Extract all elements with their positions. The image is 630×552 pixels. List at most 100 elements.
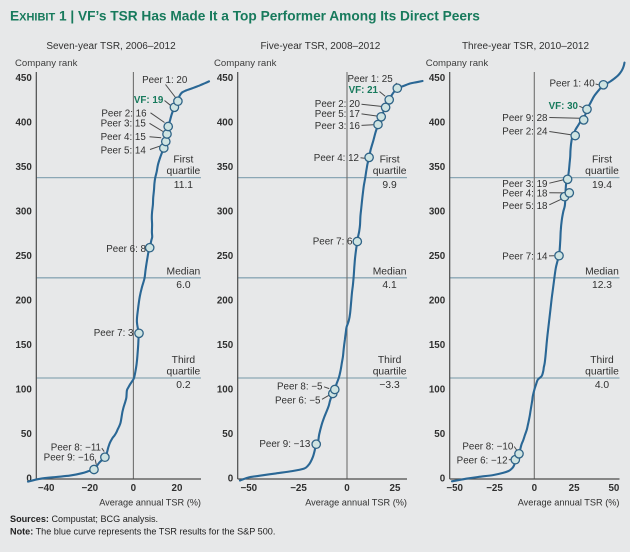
svg-text:50: 50 <box>608 483 619 494</box>
svg-text:VF: 21: VF: 21 <box>349 85 379 96</box>
svg-text:200: 200 <box>217 296 234 307</box>
svg-text:Company rank: Company rank <box>426 58 489 69</box>
svg-text:Peer 2: 24: Peer 2: 24 <box>502 126 548 137</box>
svg-text:Peer 3: 15: Peer 3: 15 <box>101 119 147 130</box>
svg-text:Peer 1: 20: Peer 1: 20 <box>142 75 188 86</box>
svg-text:0: 0 <box>440 474 446 485</box>
svg-text:Note: The blue curve represent: Note: The blue curve represents the TSR … <box>10 527 275 537</box>
svg-text:Peer 7: 6: Peer 7: 6 <box>313 236 353 247</box>
svg-text:Median: Median <box>167 266 201 277</box>
svg-text:First: First <box>173 155 193 166</box>
svg-text:Company rank: Company rank <box>214 58 277 69</box>
svg-text:First: First <box>592 155 612 166</box>
svg-text:Three-year TSR, 2010–2012: Three-year TSR, 2010–2012 <box>462 41 590 52</box>
svg-text:Peer 1: 40: Peer 1: 40 <box>549 78 595 89</box>
svg-text:100: 100 <box>429 385 446 396</box>
svg-text:VF: 19: VF: 19 <box>134 95 164 106</box>
svg-text:Peer 8: −10: Peer 8: −10 <box>462 442 513 453</box>
svg-text:0.2: 0.2 <box>176 380 191 391</box>
svg-text:9.9: 9.9 <box>382 180 397 191</box>
svg-text:Average annual TSR (%): Average annual TSR (%) <box>518 498 620 508</box>
svg-text:200: 200 <box>429 296 446 307</box>
svg-text:Peer 9: −16: Peer 9: −16 <box>44 452 95 463</box>
svg-text:Peer 9: 28: Peer 9: 28 <box>502 113 548 124</box>
svg-text:Peer 3: 16: Peer 3: 16 <box>315 121 361 132</box>
svg-text:4.1: 4.1 <box>382 280 397 291</box>
svg-text:25: 25 <box>569 483 580 494</box>
svg-text:quartile: quartile <box>167 166 201 177</box>
svg-text:19.4: 19.4 <box>592 180 612 191</box>
svg-text:Five-year TSR, 2008–2012: Five-year TSR, 2008–2012 <box>260 41 380 52</box>
svg-text:450: 450 <box>15 73 32 84</box>
svg-text:300: 300 <box>217 207 234 218</box>
svg-text:−20: −20 <box>81 483 98 494</box>
svg-text:quartile: quartile <box>167 367 201 378</box>
svg-text:Peer 6: −12: Peer 6: −12 <box>457 456 508 467</box>
svg-text:Average annual TSR (%): Average annual TSR (%) <box>305 498 407 508</box>
svg-text:350: 350 <box>217 162 234 173</box>
svg-text:Peer 2: 20: Peer 2: 20 <box>315 99 361 110</box>
svg-text:4.0: 4.0 <box>595 380 610 391</box>
svg-text:150: 150 <box>429 340 446 351</box>
svg-text:Peer 8: −5: Peer 8: −5 <box>277 382 323 393</box>
svg-text:Third: Third <box>378 355 402 366</box>
svg-text:Peer 6: −5: Peer 6: −5 <box>275 396 321 407</box>
svg-text:11.1: 11.1 <box>174 180 194 191</box>
svg-text:−50: −50 <box>446 483 463 494</box>
svg-text:Sources: Compustat; BCG analys: Sources: Compustat; BCG analysis. <box>10 514 158 524</box>
svg-text:450: 450 <box>429 73 446 84</box>
svg-text:EXHIBIT 1 | VF’s TSR Has Made: EXHIBIT 1 | VF’s TSR Has Made It a Top P… <box>10 9 480 24</box>
svg-text:400: 400 <box>15 117 32 128</box>
svg-text:0: 0 <box>532 483 538 494</box>
svg-text:Peer 7: 14: Peer 7: 14 <box>502 251 548 262</box>
svg-text:250: 250 <box>15 251 32 262</box>
svg-text:300: 300 <box>15 207 32 218</box>
svg-text:quartile: quartile <box>373 367 407 378</box>
svg-text:12.3: 12.3 <box>592 280 612 291</box>
svg-text:250: 250 <box>429 251 446 262</box>
svg-text:−25: −25 <box>486 483 503 494</box>
svg-text:350: 350 <box>15 162 32 173</box>
svg-text:Median: Median <box>585 266 619 277</box>
svg-text:Peer 9: −13: Peer 9: −13 <box>259 439 310 450</box>
svg-text:Peer 4: 18: Peer 4: 18 <box>502 188 548 199</box>
svg-text:Average annual TSR (%): Average annual TSR (%) <box>99 498 201 508</box>
svg-text:Peer 5: 18: Peer 5: 18 <box>502 201 548 212</box>
svg-text:400: 400 <box>217 117 234 128</box>
svg-text:450: 450 <box>217 73 234 84</box>
svg-text:Peer 7: 3: Peer 7: 3 <box>94 328 134 339</box>
svg-text:50: 50 <box>21 429 32 440</box>
svg-text:Median: Median <box>373 266 407 277</box>
svg-text:Peer 4: 12: Peer 4: 12 <box>314 153 359 164</box>
svg-text:Peer 1: 25: Peer 1: 25 <box>348 74 394 85</box>
svg-text:150: 150 <box>15 340 32 351</box>
svg-text:VF: 30: VF: 30 <box>549 101 579 112</box>
svg-text:−50: −50 <box>240 483 257 494</box>
svg-text:350: 350 <box>429 162 446 173</box>
svg-text:100: 100 <box>217 385 234 396</box>
svg-text:200: 200 <box>15 296 32 307</box>
svg-text:Peer 6: 8: Peer 6: 8 <box>106 244 146 255</box>
svg-text:−3.3: −3.3 <box>379 380 400 391</box>
svg-text:50: 50 <box>434 429 445 440</box>
svg-text:quartile: quartile <box>373 166 407 177</box>
svg-text:First: First <box>380 155 400 166</box>
svg-text:20: 20 <box>172 483 183 494</box>
svg-text:0: 0 <box>228 474 234 485</box>
svg-text:0: 0 <box>26 474 32 485</box>
svg-text:Third: Third <box>172 355 196 366</box>
svg-text:Seven-year TSR, 2006–2012: Seven-year TSR, 2006–2012 <box>46 41 176 52</box>
svg-text:250: 250 <box>217 251 234 262</box>
svg-text:0: 0 <box>344 483 350 494</box>
svg-text:−25: −25 <box>290 483 307 494</box>
svg-text:400: 400 <box>429 117 446 128</box>
svg-text:6.0: 6.0 <box>176 280 191 291</box>
svg-text:Peer 4: 15: Peer 4: 15 <box>101 132 147 143</box>
svg-text:50: 50 <box>222 429 233 440</box>
svg-text:Third: Third <box>590 355 614 366</box>
svg-text:Company rank: Company rank <box>15 58 78 69</box>
svg-text:0: 0 <box>131 483 137 494</box>
svg-text:150: 150 <box>217 340 234 351</box>
svg-text:300: 300 <box>429 207 446 218</box>
svg-text:100: 100 <box>15 385 32 396</box>
